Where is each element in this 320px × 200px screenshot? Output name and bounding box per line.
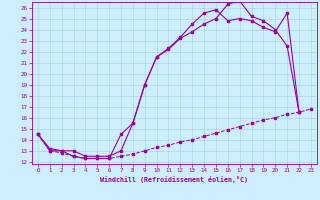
X-axis label: Windchill (Refroidissement éolien,°C): Windchill (Refroidissement éolien,°C) xyxy=(100,176,248,183)
